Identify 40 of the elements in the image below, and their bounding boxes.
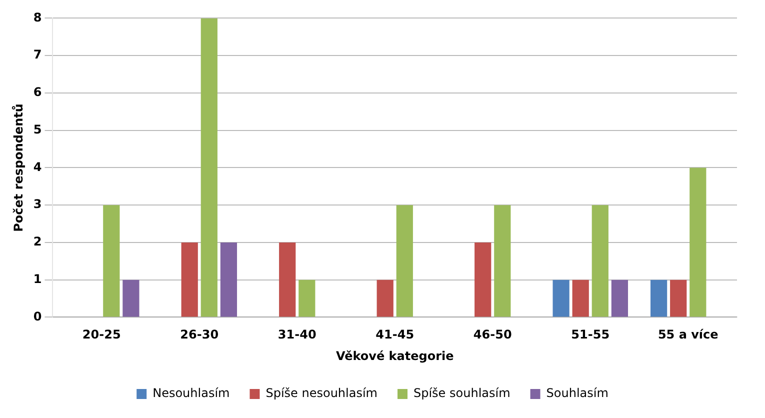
bar: [552, 280, 570, 317]
bar: [298, 280, 316, 317]
y-tick-label: 3: [33, 197, 42, 212]
bar: [200, 18, 218, 317]
x-tick-label: 31-40: [278, 328, 316, 342]
bar: [670, 280, 687, 317]
y-tick-label: 1: [33, 272, 42, 286]
legend-label: Spíše nesouhlasím: [266, 386, 378, 400]
legend-label: Spíše souhlasím: [413, 386, 510, 400]
y-tick-label: 6: [33, 85, 42, 100]
y-tick-label: 0: [33, 309, 42, 324]
x-tick-label: 20-25: [82, 328, 121, 342]
bar: [494, 205, 511, 317]
bar: [650, 280, 668, 317]
bar: [396, 205, 413, 317]
y-tick-label: 4: [33, 160, 42, 174]
bar: [279, 242, 296, 317]
x-tick-label: 55 a více: [658, 328, 718, 342]
bar: [181, 242, 198, 317]
x-axis-title: Věkové kategorie: [336, 348, 454, 363]
y-tick-label: 5: [33, 122, 42, 136]
y-tick-label: 7: [33, 48, 42, 62]
y-axis-title: Počet respondentů: [11, 104, 26, 232]
x-tick-label: 41-45: [376, 328, 414, 342]
bar: [376, 280, 394, 317]
bar: [103, 205, 120, 317]
bar: [474, 242, 492, 317]
x-tick-label: 26-30: [180, 328, 219, 342]
y-tick-label: 2: [33, 234, 42, 249]
bar: [690, 168, 706, 317]
bar: [592, 205, 608, 317]
bar: [611, 280, 628, 317]
y-tick-label: 8: [33, 10, 42, 24]
bar: [220, 242, 238, 317]
x-tick-label: 51-55: [571, 328, 610, 342]
bar: [122, 280, 140, 317]
legend-label: Nesouhlasím: [152, 386, 230, 400]
legend-label: Souhlasím: [546, 386, 608, 400]
x-tick-label: 46-50: [473, 328, 512, 342]
bar: [572, 280, 589, 317]
